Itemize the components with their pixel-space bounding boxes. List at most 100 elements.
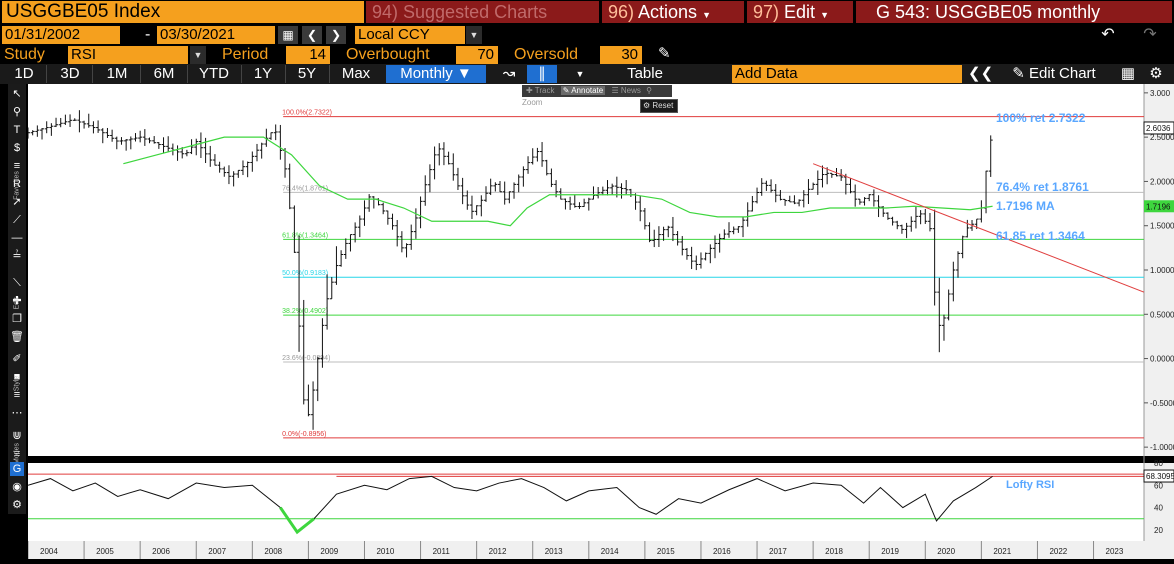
price-bar	[423, 175, 428, 206]
gear-icon[interactable]: ⚙	[1149, 65, 1163, 82]
price-bar	[441, 142, 446, 166]
price-bar	[848, 178, 853, 194]
price-bar	[843, 173, 848, 195]
start-date-field[interactable]: 01/31/2002	[2, 26, 120, 44]
ticker-field[interactable]: USGGBE05 Index	[2, 1, 364, 23]
price-bar	[231, 171, 236, 187]
price-bar	[698, 252, 703, 269]
copy-icon[interactable]: ❐	[12, 313, 22, 325]
text-tool-icon[interactable]: T	[13, 124, 21, 136]
price-bar	[184, 149, 189, 157]
price-bar	[927, 212, 932, 232]
ruler-icon[interactable]: ≡	[13, 448, 21, 460]
zoom-button[interactable]: ⚲ Zoom	[522, 86, 652, 107]
trash-icon[interactable]: 🗑	[10, 331, 24, 343]
price-bar	[797, 199, 802, 207]
price-bar	[198, 132, 203, 159]
separator	[46, 65, 47, 83]
annotate-button[interactable]: ✎ Annotate	[560, 86, 606, 95]
overbought-field[interactable]: 70	[456, 46, 498, 64]
currency-field[interactable]: Local CCY	[355, 26, 465, 44]
period-button-1m[interactable]: 1M	[106, 65, 128, 82]
oversold-field[interactable]: 30	[600, 46, 642, 64]
table-button[interactable]: Table	[627, 65, 663, 82]
chart-area[interactable]: 3.000 2.5000 2.0000 1.5000 1.0000 0.5000 0.000…	[26, 84, 1174, 559]
magnet-icon[interactable]: ⋓	[12, 430, 22, 442]
period-button-6m[interactable]: 6M	[153, 65, 175, 82]
track-button[interactable]: ✚ Track	[526, 86, 555, 95]
period-button-ytd[interactable]: YTD	[199, 65, 229, 82]
period-field[interactable]: 14	[286, 46, 330, 64]
undo-icon[interactable]: ↶	[1101, 26, 1115, 43]
y-tick-label: 0.0000	[1150, 355, 1174, 364]
cursor-icon[interactable]: ↖	[12, 88, 22, 100]
price-bar	[708, 244, 713, 264]
gear-icon[interactable]: ⚙	[12, 499, 22, 511]
line-tool-icon[interactable]: ⟋	[13, 214, 21, 226]
period-button-1d[interactable]: 1D	[14, 65, 34, 82]
price-bar	[535, 147, 540, 162]
collapse-left-icon[interactable]: ❮❮	[968, 65, 994, 82]
dollar-icon[interactable]: $	[13, 142, 21, 154]
suggested-charts-menu[interactable]: 94) Suggested Charts	[366, 1, 599, 23]
line-chart-icon[interactable]: ↝	[502, 65, 516, 82]
y-tick-label: 1.0000	[1150, 266, 1174, 275]
price-bar	[783, 198, 788, 206]
price-bar	[544, 159, 549, 176]
oversold-label: Oversold	[514, 46, 579, 63]
study-field[interactable]: RSI	[68, 46, 188, 64]
style-pen-icon[interactable]: ✐	[12, 353, 22, 365]
redo-icon[interactable]: ↷	[1143, 26, 1157, 43]
zoom-icon[interactable]: ⚲	[12, 106, 22, 118]
price-bar	[222, 166, 227, 177]
channel-tool-icon[interactable]: ≟	[12, 250, 22, 262]
line-width-icon[interactable]: ≡	[13, 389, 21, 401]
fib-tool-icon[interactable]: ≡	[13, 160, 21, 172]
prev-arrow-icon[interactable]: ❮	[302, 26, 322, 44]
next-arrow-icon[interactable]: ❯	[326, 26, 346, 44]
price-bar	[432, 146, 437, 180]
edit-menu[interactable]: 97) Edit ▼	[747, 1, 853, 23]
chevron-down-icon: ▼	[820, 10, 829, 20]
chart-settings-icon[interactable]: ▦	[1120, 65, 1136, 82]
shape-tool-icon[interactable]: ⟍	[13, 277, 21, 289]
move-icon[interactable]: ✚	[12, 295, 22, 307]
add-data-input[interactable]: Add Data	[732, 65, 962, 83]
bar-chart-icon[interactable]: ∥	[527, 65, 557, 83]
rsi-y-tick-label: 60	[1154, 481, 1163, 490]
price-bar	[91, 121, 96, 134]
chevron-down-icon[interactable]: ▼	[575, 69, 585, 79]
trendline-icon[interactable]: ➚	[12, 196, 22, 208]
price-bar	[124, 139, 129, 151]
period-button-1y[interactable]: 1Y	[253, 65, 273, 82]
palette-icon[interactable]: ◉	[12, 481, 22, 493]
y-tick-label: 2.0000	[1150, 177, 1174, 186]
price-bar	[773, 184, 778, 203]
reset-button[interactable]: ⚙ Reset	[640, 99, 678, 113]
price-bar	[455, 167, 460, 191]
line-style-icon[interactable]: ⋯	[11, 407, 23, 419]
rsi-last-value-label: 68.3095	[1146, 472, 1174, 481]
price-bar	[647, 222, 652, 243]
chevron-down-icon[interactable]: ▼	[466, 26, 482, 44]
mode-icon[interactable]: G	[10, 462, 24, 476]
fill-color-icon[interactable]: ■	[13, 371, 21, 383]
price-bar	[801, 190, 806, 208]
period-button-5y[interactable]: 5Y	[297, 65, 317, 82]
period-button-3d[interactable]: 3D	[60, 65, 80, 82]
r-tool-icon[interactable]: R	[13, 178, 21, 190]
actions-menu[interactable]: 96) Actions ▼	[602, 1, 744, 23]
news-button[interactable]: ☰ News	[611, 86, 641, 95]
pencil-icon[interactable]: ✎	[658, 45, 671, 62]
edit-chart-button[interactable]: ✎ Edit Chart	[998, 65, 1110, 83]
price-bar	[722, 229, 727, 240]
calendar-icon[interactable]: ▦	[278, 26, 298, 44]
frequency-dropdown[interactable]: Monthly ▼	[386, 65, 486, 83]
time-axis-background	[28, 541, 1174, 559]
period-button-max[interactable]: Max	[341, 65, 371, 82]
favorites-label: Favorites	[13, 171, 21, 200]
price-bar	[395, 219, 400, 247]
chevron-down-icon[interactable]: ▼	[190, 46, 206, 64]
end-date-field[interactable]: 03/30/2021	[157, 26, 275, 44]
horizontal-line-icon[interactable]: —	[11, 232, 23, 244]
